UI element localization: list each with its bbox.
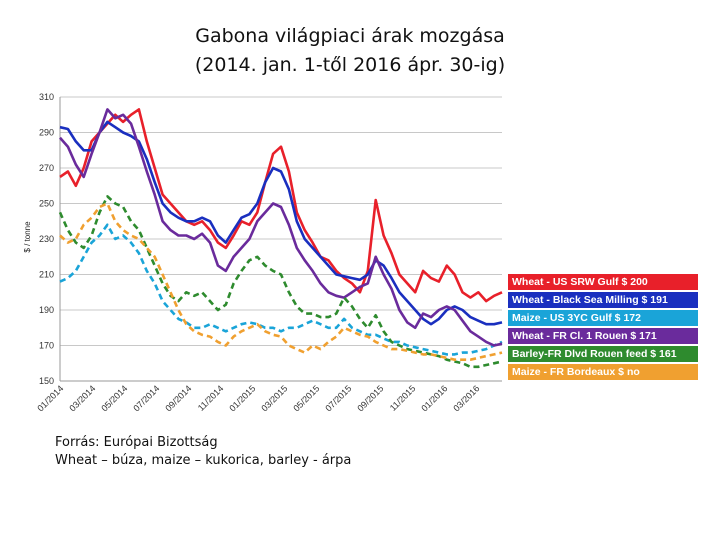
series-line: [59, 120, 503, 326]
x-tick-label: 07/2015: [323, 383, 353, 413]
series-line: [58, 195, 503, 369]
series-line: [59, 202, 503, 362]
y-tick-label: 170: [39, 341, 54, 351]
x-tick-labels: 01/2014 03/2014 05/2014 07/2014 09/2014 11/20…: [35, 383, 481, 413]
legend: Wheat - US SRW Gulf $ 200 Wheat - Black S…: [508, 274, 698, 382]
source-line-2: Wheat – búza, maize – kukorica, barley -…: [55, 453, 352, 468]
x-tick-label: 09/2014: [163, 383, 193, 413]
y-tick-labels: 150 170 190 210 230 250 270 290 310: [39, 92, 54, 386]
y-tick-label: 290: [39, 128, 54, 138]
y-tick-label: 270: [39, 163, 54, 173]
series-line: [59, 108, 503, 347]
legend-entry: Wheat - US SRW Gulf $ 200: [508, 274, 698, 290]
series-line: [59, 108, 503, 303]
legend-entry: Maize - FR Bordeaux $ no: [508, 364, 698, 380]
x-tick-label: 05/2015: [291, 383, 321, 413]
x-tick-label: 05/2014: [99, 383, 129, 413]
y-tick-label: 150: [39, 376, 54, 386]
legend-entry: Maize - US 3YC Gulf $ 172: [508, 310, 698, 326]
legend-entry: Wheat - Black Sea Milling $ 191: [508, 292, 698, 308]
x-tick-label: 11/2015: [388, 383, 418, 413]
y-tick-label: 250: [39, 199, 54, 209]
chart-title: Gabona világpiaci árak mozgása (2014. ja…: [0, 22, 700, 80]
x-tick-label: 01/2016: [419, 383, 449, 413]
title-line-1: Gabona világpiaci árak mozgása: [195, 25, 505, 47]
x-tick-label: 03/2015: [259, 383, 289, 413]
series-line: [59, 223, 503, 356]
x-tick-label: 01/2015: [227, 383, 257, 413]
x-tick-label: 11/2014: [196, 383, 226, 413]
x-tick-label: 09/2015: [355, 383, 385, 413]
y-axis-label: $ / tonne: [23, 221, 32, 253]
y-tick-label: 230: [39, 234, 54, 244]
x-tick-label: 01/2014: [35, 383, 65, 413]
x-tick-label: 03/2014: [67, 383, 97, 413]
series-lines: [58, 108, 503, 369]
y-tick-label: 310: [39, 92, 54, 102]
legend-entry: Barley-FR Dlvd Rouen feed $ 161: [508, 346, 698, 362]
y-tick-label: 210: [39, 270, 54, 280]
legend-entry: Wheat - FR Cl. 1 Rouen $ 171: [508, 328, 698, 344]
source-note: Forrás: Európai Bizottság Wheat – búza, …: [55, 434, 351, 470]
source-line-1: Forrás: Európai Bizottság: [55, 435, 218, 450]
y-tick-label: 190: [39, 305, 54, 315]
x-tick-label: 03/2016: [451, 383, 481, 413]
x-tick-label: 07/2014: [131, 383, 161, 413]
title-line-2: (2014. jan. 1-től 2016 ápr. 30-ig): [194, 54, 506, 76]
gridlines: [59, 96, 502, 382]
